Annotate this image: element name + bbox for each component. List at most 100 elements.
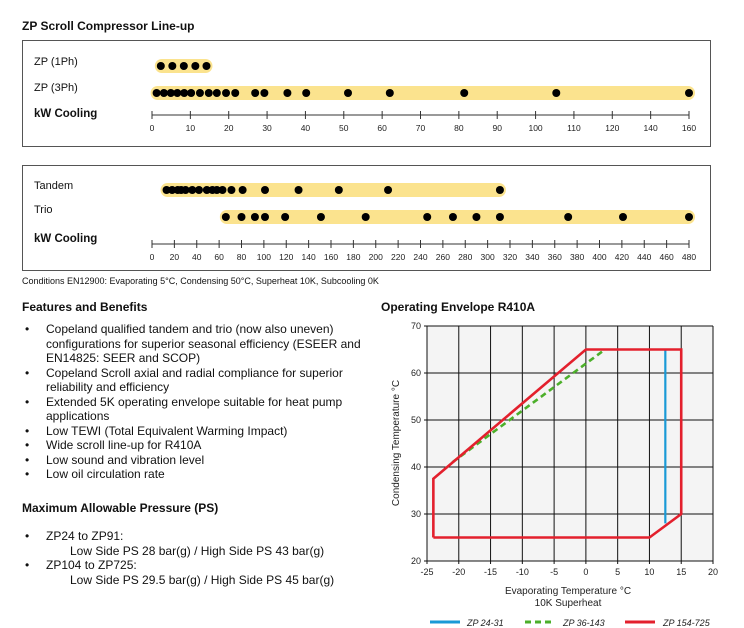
data-dot bbox=[152, 89, 161, 97]
data-dot bbox=[212, 89, 221, 97]
x-tick-label: 320 bbox=[503, 252, 517, 262]
y-tick-label: 30 bbox=[411, 509, 421, 519]
data-dot bbox=[283, 89, 292, 97]
bullet: • bbox=[25, 438, 30, 452]
x-tick-label: 120 bbox=[279, 252, 293, 262]
bullet: • bbox=[25, 365, 30, 380]
y-tick-label: 20 bbox=[411, 556, 421, 566]
data-dot bbox=[302, 89, 311, 97]
data-dot bbox=[159, 89, 168, 97]
x-tick-label: 220 bbox=[391, 252, 405, 262]
feature-item-line: EN14825: SEER and SCOP) bbox=[46, 351, 201, 365]
page-title: ZP Scroll Compressor Line-up bbox=[22, 19, 195, 33]
bullet: • bbox=[25, 394, 30, 409]
x-tick-label: 400 bbox=[592, 252, 606, 262]
x-tick-label: 0 bbox=[150, 252, 155, 262]
data-dot bbox=[448, 213, 457, 221]
x-tick-label: 110 bbox=[567, 123, 581, 133]
pressure-model: ZP104 to ZP725: bbox=[46, 558, 137, 572]
x-tick-label: 380 bbox=[570, 252, 584, 262]
x-tick-label: 160 bbox=[682, 123, 696, 133]
y-tick-label: 40 bbox=[411, 462, 421, 472]
lineup-box-single bbox=[22, 40, 711, 147]
x-tick-label: 100 bbox=[528, 123, 542, 133]
data-dot bbox=[195, 89, 204, 97]
data-dot bbox=[162, 186, 171, 194]
x-tick-label: 20 bbox=[708, 567, 718, 577]
x-tick-label: 160 bbox=[324, 252, 338, 262]
data-dot bbox=[260, 213, 269, 221]
x-tick-label: 15 bbox=[676, 567, 686, 577]
x-tick-label: -5 bbox=[550, 567, 558, 577]
conditions-note: Conditions EN12900: Evaporating 5°C, Con… bbox=[22, 276, 379, 286]
data-dot bbox=[237, 213, 246, 221]
y-tick-label: 60 bbox=[411, 368, 421, 378]
axis-label-kw: kW Cooling bbox=[34, 108, 98, 120]
series-zp154-725 bbox=[432, 348, 683, 539]
x-tick-label: 80 bbox=[454, 123, 464, 133]
x-tick-label: 140 bbox=[302, 252, 316, 262]
data-dot bbox=[384, 186, 393, 194]
x-tick-label: -25 bbox=[420, 567, 433, 577]
data-dot bbox=[212, 186, 221, 194]
data-dot bbox=[179, 62, 188, 70]
x-tick-label: -20 bbox=[452, 567, 465, 577]
data-dot bbox=[250, 213, 259, 221]
feature-item-line: applications bbox=[46, 409, 110, 423]
x-tick-label: 200 bbox=[369, 252, 383, 262]
x-tick-label: 0 bbox=[150, 123, 155, 133]
data-dot bbox=[222, 89, 231, 97]
range-band bbox=[160, 183, 506, 197]
data-dot bbox=[168, 62, 177, 70]
x-axis-title: Evaporating Temperature °C bbox=[505, 586, 631, 597]
legend-label: ZP 24-31 bbox=[466, 618, 504, 628]
x-tick-label: 140 bbox=[644, 123, 658, 133]
x-tick-label: 420 bbox=[615, 252, 629, 262]
data-dot bbox=[188, 186, 197, 194]
data-dot bbox=[204, 89, 213, 97]
feature-item-line: Low TEWI (Total Equivalent Warming Impac… bbox=[46, 423, 288, 438]
bullet: • bbox=[25, 467, 30, 481]
feature-item-line: Low oil circulation rate bbox=[46, 467, 165, 481]
data-dot bbox=[618, 213, 627, 221]
x-axis-subtitle: 10K Superheat bbox=[535, 598, 602, 609]
data-dot bbox=[685, 89, 693, 97]
y-tick-label: 50 bbox=[411, 415, 421, 425]
x-tick-label: 50 bbox=[339, 123, 349, 133]
x-tick-label: 300 bbox=[481, 252, 495, 262]
x-tick-label: 280 bbox=[458, 252, 472, 262]
bullet: • bbox=[25, 322, 30, 336]
data-dot bbox=[238, 186, 247, 194]
pressure-value: Low Side PS 29.5 bar(g) / High Side PS 4… bbox=[70, 572, 335, 587]
data-dot bbox=[191, 62, 200, 70]
data-dot bbox=[294, 186, 303, 194]
data-dot bbox=[552, 89, 561, 97]
axis-label-kw: kW Cooling bbox=[34, 233, 98, 245]
y-axis-title: Condensing Temperature °C bbox=[391, 380, 402, 506]
data-dot bbox=[361, 213, 370, 221]
bullet: • bbox=[25, 423, 30, 438]
data-dot bbox=[187, 89, 196, 97]
data-dot bbox=[385, 89, 394, 97]
feature-item-line: configurations for superior seasonal eff… bbox=[46, 336, 361, 351]
pressure-model: ZP24 to ZP91: bbox=[46, 529, 124, 543]
x-tick-label: 20 bbox=[224, 123, 234, 133]
bullet: • bbox=[25, 452, 30, 467]
bullet: • bbox=[25, 529, 30, 543]
data-dot bbox=[173, 89, 182, 97]
row-label-1ph: ZP (1Ph) bbox=[34, 56, 78, 68]
x-tick-label: 40 bbox=[192, 252, 202, 262]
data-dot bbox=[168, 186, 177, 194]
legend-label: ZP 154-725 bbox=[662, 618, 711, 628]
x-tick-label: 340 bbox=[525, 252, 539, 262]
data-dot bbox=[231, 89, 240, 97]
data-dot bbox=[227, 186, 236, 194]
pressure-heading: Maximum Allowable Pressure (PS) bbox=[22, 501, 219, 515]
x-tick-label: 460 bbox=[660, 252, 674, 262]
legend-label: ZP 36-143 bbox=[562, 618, 605, 628]
data-dot bbox=[281, 213, 290, 221]
bullet: • bbox=[25, 558, 30, 572]
data-dot bbox=[251, 89, 260, 97]
x-tick-label: 90 bbox=[492, 123, 502, 133]
